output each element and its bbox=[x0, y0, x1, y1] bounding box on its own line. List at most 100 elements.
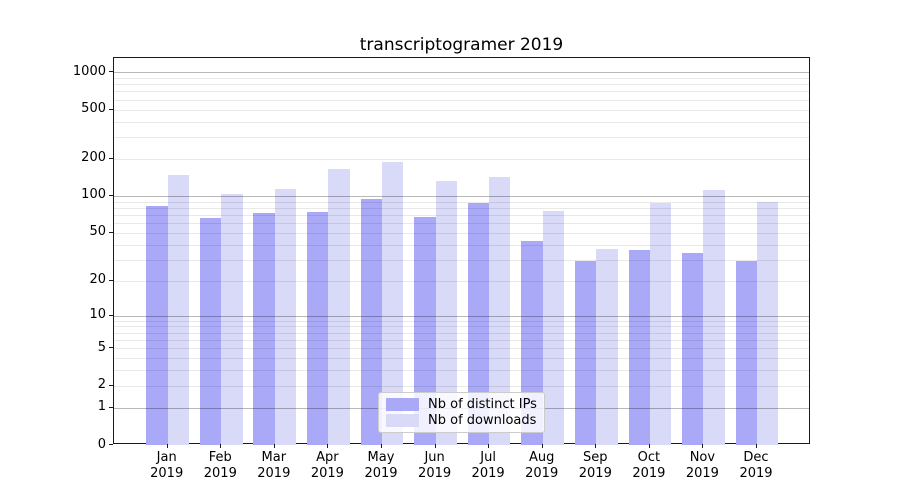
y-tick-mark bbox=[109, 314, 113, 316]
bar-apr-distinct-ips bbox=[307, 212, 329, 445]
y-tick-label: 10 bbox=[89, 307, 106, 323]
bar-jan-downloads bbox=[167, 174, 190, 445]
x-tick-label: Aug 2019 bbox=[525, 450, 559, 481]
bar-mar-distinct-ips bbox=[253, 212, 275, 445]
y-tick-mark bbox=[109, 444, 113, 445]
gridline-minor bbox=[114, 332, 809, 334]
gridline-major bbox=[114, 195, 809, 197]
bar-jul-distinct-ips bbox=[467, 202, 490, 445]
x-tick-mark bbox=[595, 444, 597, 448]
bar-sep-downloads bbox=[596, 248, 618, 445]
y-tick-mark bbox=[109, 347, 113, 349]
gridline-minor bbox=[114, 259, 809, 261]
legend-label-downloads: Nb of downloads bbox=[428, 413, 537, 428]
y-tick-label: 2 bbox=[97, 377, 106, 393]
gridline-minor bbox=[114, 99, 809, 101]
y-tick-label: 200 bbox=[81, 150, 106, 166]
gridline-minor bbox=[114, 280, 809, 282]
legend-swatch-downloads bbox=[386, 414, 419, 427]
bar-jan-distinct-ips bbox=[146, 205, 168, 445]
y-tick-label: 0 bbox=[97, 436, 106, 452]
x-tick-label: Sep 2019 bbox=[578, 450, 612, 481]
x-tick-mark bbox=[220, 444, 222, 448]
bar-may-distinct-ips bbox=[360, 199, 382, 445]
gridline-minor bbox=[114, 207, 809, 209]
gridline-minor bbox=[114, 320, 809, 322]
x-tick-mark bbox=[327, 444, 329, 448]
bar-feb-distinct-ips bbox=[199, 218, 222, 445]
legend-swatch-distinct-ips bbox=[386, 398, 419, 411]
x-tick-label: Nov 2019 bbox=[685, 450, 719, 481]
y-tick-label: 20 bbox=[89, 272, 106, 288]
x-tick-label: Jun 2019 bbox=[418, 450, 452, 481]
gridline-minor bbox=[114, 358, 809, 360]
gridline-minor bbox=[114, 244, 809, 246]
gridline-minor bbox=[114, 370, 809, 372]
legend-label-distinct-ips: Nb of distinct IPs bbox=[428, 397, 537, 412]
y-tick-mark bbox=[109, 108, 113, 110]
y-tick-mark bbox=[109, 194, 113, 196]
x-tick-mark bbox=[541, 444, 543, 448]
x-tick-label: May 2019 bbox=[364, 450, 398, 481]
gridline-minor bbox=[114, 232, 809, 234]
plot-area bbox=[113, 57, 810, 445]
bar-sep-distinct-ips bbox=[574, 261, 597, 445]
bar-dec-downloads bbox=[757, 201, 779, 445]
y-tick-mark bbox=[109, 279, 113, 281]
gridline-minor bbox=[114, 201, 809, 203]
chart-title: transcriptogramer 2019 bbox=[359, 35, 564, 55]
gridline-minor bbox=[114, 215, 809, 216]
x-tick-mark bbox=[273, 444, 275, 448]
y-tick-label: 100 bbox=[81, 187, 106, 203]
bar-apr-downloads bbox=[328, 169, 350, 445]
gridline-minor bbox=[114, 340, 809, 341]
y-tick-label: 5 bbox=[97, 339, 106, 355]
gridline-minor bbox=[114, 223, 809, 225]
y-tick-mark bbox=[109, 157, 113, 159]
gridline-minor bbox=[114, 385, 809, 387]
bar-jun-distinct-ips bbox=[414, 216, 436, 445]
gridline-minor bbox=[114, 348, 809, 350]
x-tick-mark bbox=[756, 444, 757, 448]
bar-nov-distinct-ips bbox=[682, 253, 704, 445]
x-tick-mark bbox=[488, 444, 490, 448]
y-tick-label: 500 bbox=[81, 101, 106, 116]
bar-feb-downloads bbox=[221, 194, 243, 445]
gridline-minor bbox=[114, 158, 809, 160]
y-tick-mark bbox=[109, 71, 113, 73]
gridline-minor bbox=[114, 137, 809, 138]
y-tick-label: 50 bbox=[89, 224, 106, 240]
gridlines-layer bbox=[114, 58, 809, 443]
bar-dec-distinct-ips bbox=[735, 261, 757, 445]
gridline-minor bbox=[114, 121, 809, 123]
x-tick-label: Mar 2019 bbox=[257, 450, 291, 481]
gridline-minor bbox=[114, 84, 809, 86]
legend-item-downloads: Nb of downloads bbox=[386, 413, 538, 428]
y-tick-mark bbox=[109, 406, 113, 408]
x-tick-label: Apr 2019 bbox=[310, 450, 344, 481]
legend: Nb of distinct IPs Nb of downloads bbox=[378, 392, 545, 433]
bar-mar-downloads bbox=[274, 188, 297, 445]
bar-jul-downloads bbox=[489, 177, 511, 445]
x-tick-mark bbox=[381, 444, 382, 448]
legend-item-distinct-ips: Nb of distinct IPs bbox=[386, 397, 538, 412]
x-tick-label: Dec 2019 bbox=[739, 450, 773, 481]
gridline-minor bbox=[114, 109, 809, 111]
gridline-major bbox=[114, 72, 809, 74]
bar-jun-downloads bbox=[435, 180, 457, 445]
bar-oct-downloads bbox=[649, 202, 672, 445]
x-tick-label: Jul 2019 bbox=[471, 450, 505, 481]
gridline-minor bbox=[114, 326, 809, 328]
y-tick-label: 1 bbox=[97, 399, 106, 415]
x-tick-mark bbox=[702, 444, 704, 448]
gridline-major bbox=[114, 315, 809, 317]
x-tick-label: Feb 2019 bbox=[203, 450, 237, 481]
bar-aug-downloads bbox=[542, 210, 565, 445]
x-tick-label: Jan 2019 bbox=[150, 450, 184, 481]
y-tick-label: 1000 bbox=[72, 63, 106, 79]
bar-nov-downloads bbox=[703, 189, 725, 445]
gridline-minor bbox=[114, 91, 809, 93]
bar-oct-distinct-ips bbox=[628, 250, 650, 445]
bar-may-downloads bbox=[382, 162, 404, 445]
